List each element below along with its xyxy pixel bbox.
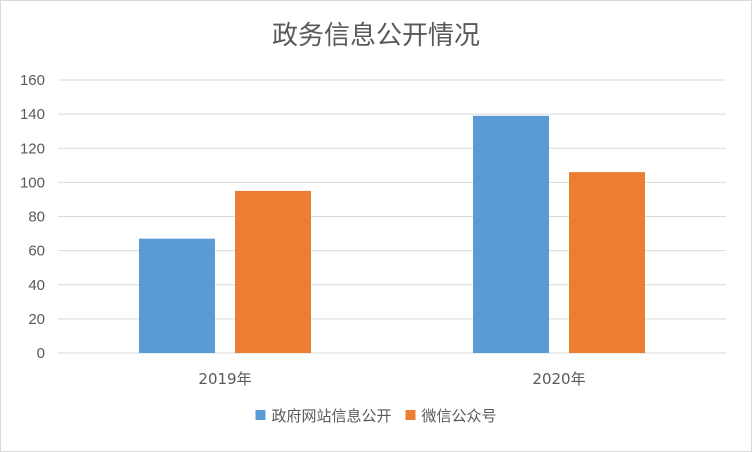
legend-swatch bbox=[255, 410, 266, 420]
x-axis-labels: 2019年 2020年 bbox=[198, 370, 585, 388]
legend-swatch bbox=[405, 410, 416, 420]
y-tick-label: 120 bbox=[20, 140, 45, 157]
y-tick-label: 60 bbox=[28, 243, 45, 260]
y-tick-label: 0 bbox=[37, 345, 45, 362]
bar bbox=[139, 238, 215, 353]
bar bbox=[473, 115, 549, 353]
y-tick-label: 160 bbox=[20, 72, 45, 89]
legend-label: 微信公众号 bbox=[422, 407, 497, 425]
x-tick-label: 2020年 bbox=[532, 370, 585, 388]
y-axis-ticks: 0 20 40 60 80 100 120 140 160 bbox=[20, 72, 45, 362]
y-tick-label: 20 bbox=[28, 311, 45, 328]
bar bbox=[235, 190, 311, 353]
y-tick-label: 140 bbox=[20, 106, 45, 123]
x-tick-label: 2019年 bbox=[198, 370, 251, 388]
legend: 政府网站信息公开 微信公众号 bbox=[255, 407, 497, 425]
bars bbox=[139, 115, 645, 353]
y-tick-label: 80 bbox=[28, 209, 45, 226]
y-tick-label: 40 bbox=[28, 277, 45, 294]
chart-title: 政务信息公开情况 bbox=[272, 21, 480, 51]
legend-label: 政府网站信息公开 bbox=[272, 407, 392, 425]
y-tick-label: 100 bbox=[20, 174, 45, 191]
bar bbox=[569, 172, 645, 353]
